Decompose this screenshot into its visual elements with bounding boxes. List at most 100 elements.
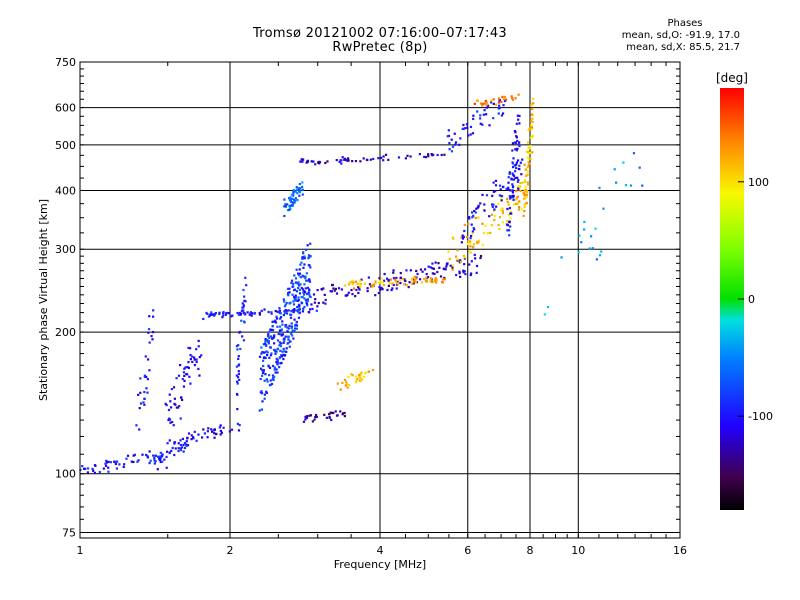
echo-point	[213, 314, 216, 317]
echo-point	[497, 101, 501, 104]
echo-point	[355, 379, 358, 382]
echo-point	[271, 378, 274, 381]
echo-point	[173, 402, 176, 405]
echo-point	[476, 99, 480, 103]
echo-point	[473, 253, 476, 256]
echo-point	[494, 179, 498, 182]
echo-point	[93, 471, 97, 475]
echo-point	[293, 329, 296, 333]
echo-point	[114, 462, 118, 466]
echo-point	[468, 263, 471, 266]
echo-point	[236, 348, 239, 351]
echo-point	[518, 114, 521, 118]
echo-point	[286, 209, 290, 212]
echo-point	[281, 334, 284, 337]
echo-point	[494, 189, 497, 193]
echo-point	[481, 243, 484, 247]
echo-point	[431, 267, 434, 270]
echo-point	[258, 313, 262, 316]
echo-point	[517, 208, 521, 211]
echo-point	[268, 336, 271, 340]
echo-point	[276, 371, 279, 374]
echo-point	[392, 269, 395, 272]
echo-point	[343, 284, 347, 287]
echo-point	[526, 173, 529, 176]
echo-point	[304, 418, 307, 421]
echo-point	[307, 291, 310, 294]
echo-point	[528, 157, 531, 160]
echo-point	[500, 196, 503, 199]
echo-point	[178, 405, 181, 408]
echo-point	[156, 468, 159, 471]
echo-point	[167, 418, 170, 422]
echo-point	[419, 268, 423, 271]
echo-point	[173, 397, 177, 400]
echo-point	[146, 456, 150, 459]
echo-point	[466, 236, 469, 239]
echo-point	[514, 141, 517, 145]
echo-point	[206, 430, 209, 433]
echo-point	[179, 439, 182, 442]
echo-point	[336, 414, 339, 417]
echo-point	[213, 436, 216, 439]
echo-point	[267, 310, 270, 314]
echo-point	[460, 241, 463, 244]
echo-point	[523, 204, 527, 207]
echo-point	[293, 274, 296, 277]
echo-point	[208, 314, 212, 317]
echo-point	[524, 196, 527, 200]
echo-point	[269, 335, 272, 338]
echo-point	[263, 393, 266, 396]
echo-point	[479, 202, 482, 205]
echo-point	[298, 307, 301, 310]
echo-point	[293, 201, 296, 204]
echo-point	[366, 287, 369, 290]
echo-point	[418, 153, 421, 156]
echo-point	[641, 184, 644, 187]
echo-point	[174, 447, 177, 450]
echo-point	[463, 257, 466, 260]
echo-point	[350, 288, 353, 292]
echo-point	[291, 293, 294, 296]
echo-point	[510, 212, 513, 215]
echo-point	[338, 160, 341, 164]
echo-point	[506, 197, 509, 201]
echo-point	[498, 184, 502, 187]
echo-point	[437, 262, 440, 265]
echo-point	[546, 306, 550, 309]
echo-point	[328, 415, 331, 419]
echo-point	[165, 404, 168, 407]
echo-point	[469, 242, 472, 245]
echo-point	[280, 355, 283, 358]
echo-point	[267, 340, 271, 343]
echo-point	[244, 300, 247, 303]
echo-point	[307, 257, 310, 260]
echo-point	[402, 283, 406, 286]
echo-point	[598, 254, 602, 257]
echo-point	[418, 278, 422, 281]
x-tick-label: 1	[77, 544, 84, 557]
echo-point	[192, 437, 195, 440]
echo-point	[486, 104, 490, 107]
echo-point	[306, 160, 309, 163]
echo-point	[509, 225, 512, 228]
echo-point	[270, 328, 273, 332]
echo-point	[462, 123, 465, 127]
echo-point	[218, 312, 221, 316]
echo-point	[219, 433, 222, 436]
echo-point	[497, 104, 501, 107]
echo-point	[297, 281, 300, 284]
echo-point	[505, 187, 508, 191]
echo-point	[308, 311, 311, 314]
echo-point	[288, 287, 291, 290]
echo-point	[480, 102, 483, 105]
echo-point	[458, 272, 461, 275]
echo-point	[289, 197, 292, 200]
echo-point	[356, 377, 359, 381]
echo-point	[521, 158, 524, 161]
echo-point	[184, 366, 187, 369]
echo-point	[170, 387, 173, 391]
echo-point	[133, 453, 136, 456]
echo-point	[195, 439, 198, 442]
echo-point	[387, 284, 390, 287]
